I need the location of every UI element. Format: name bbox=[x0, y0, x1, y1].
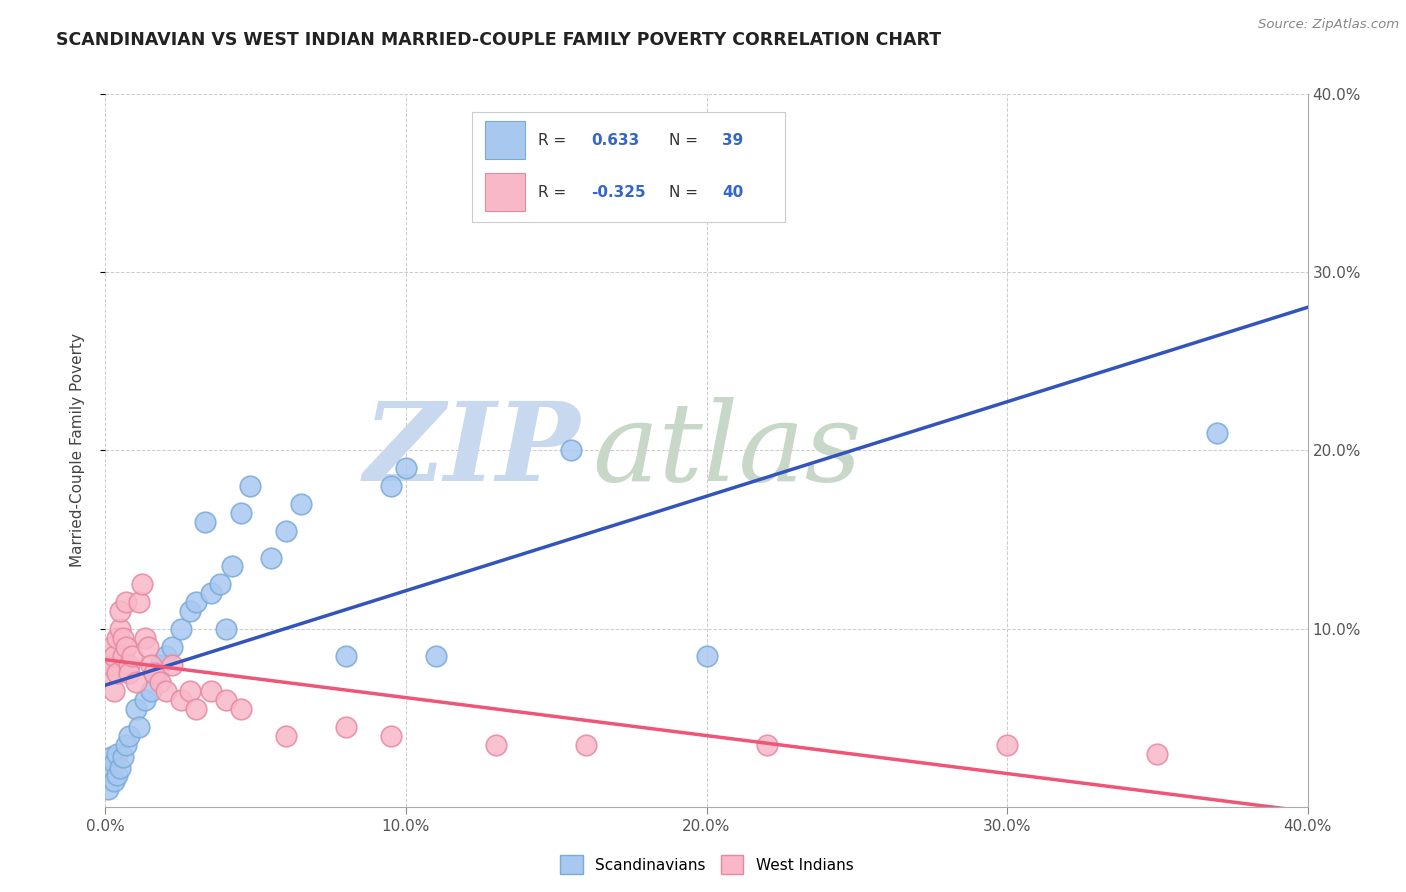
West Indians bbox=[128, 595, 150, 609]
Scandinavians bbox=[200, 586, 222, 600]
Scandinavians bbox=[560, 443, 582, 458]
Scandinavians bbox=[97, 782, 120, 797]
West Indians bbox=[134, 631, 156, 645]
West Indians bbox=[115, 640, 138, 654]
Scandinavians bbox=[107, 768, 129, 782]
West Indians bbox=[118, 666, 141, 681]
Y-axis label: Married-Couple Family Poverty: Married-Couple Family Poverty bbox=[70, 334, 84, 567]
Scandinavians bbox=[100, 750, 122, 764]
Text: SCANDINAVIAN VS WEST INDIAN MARRIED-COUPLE FAMILY POVERTY CORRELATION CHART: SCANDINAVIAN VS WEST INDIAN MARRIED-COUP… bbox=[56, 31, 942, 49]
West Indians bbox=[100, 640, 122, 654]
Scandinavians bbox=[274, 524, 297, 538]
Scandinavians bbox=[148, 657, 170, 672]
West Indians bbox=[110, 622, 132, 636]
Scandinavians bbox=[128, 720, 150, 734]
Scandinavians bbox=[208, 577, 231, 591]
Scandinavians bbox=[124, 702, 146, 716]
West Indians bbox=[142, 666, 165, 681]
West Indians bbox=[107, 631, 129, 645]
West Indians bbox=[107, 666, 129, 681]
Scandinavians bbox=[221, 559, 243, 574]
West Indians bbox=[103, 648, 125, 663]
West Indians bbox=[179, 684, 201, 698]
West Indians bbox=[118, 657, 141, 672]
Scandinavians bbox=[107, 747, 129, 761]
Scandinavians bbox=[194, 515, 217, 529]
West Indians bbox=[155, 684, 177, 698]
West Indians bbox=[485, 738, 508, 752]
West Indians bbox=[575, 738, 598, 752]
Scandinavians bbox=[145, 666, 167, 681]
Legend: Scandinavians, West Indians: Scandinavians, West Indians bbox=[553, 847, 860, 881]
West Indians bbox=[100, 657, 122, 672]
Scandinavians bbox=[260, 550, 283, 565]
West Indians bbox=[121, 648, 143, 663]
Scandinavians bbox=[118, 729, 141, 743]
West Indians bbox=[131, 577, 153, 591]
Scandinavians bbox=[139, 684, 162, 698]
West Indians bbox=[148, 675, 170, 690]
Scandinavians bbox=[112, 750, 135, 764]
West Indians bbox=[115, 595, 138, 609]
West Indians bbox=[229, 702, 252, 716]
Text: ZIP: ZIP bbox=[364, 397, 581, 504]
Scandinavians bbox=[229, 506, 252, 520]
Scandinavians bbox=[290, 497, 312, 511]
Text: atlas: atlas bbox=[592, 397, 862, 504]
Scandinavians bbox=[1206, 425, 1229, 440]
Scandinavians bbox=[100, 764, 122, 779]
West Indians bbox=[124, 675, 146, 690]
Scandinavians bbox=[155, 648, 177, 663]
Scandinavians bbox=[335, 648, 357, 663]
Scandinavians bbox=[425, 648, 447, 663]
Scandinavians bbox=[696, 648, 718, 663]
West Indians bbox=[380, 729, 402, 743]
West Indians bbox=[160, 657, 183, 672]
West Indians bbox=[214, 693, 236, 707]
West Indians bbox=[97, 666, 120, 681]
Scandinavians bbox=[395, 461, 418, 475]
West Indians bbox=[169, 693, 191, 707]
Scandinavians bbox=[169, 622, 191, 636]
West Indians bbox=[274, 729, 297, 743]
West Indians bbox=[136, 640, 159, 654]
West Indians bbox=[335, 720, 357, 734]
West Indians bbox=[110, 604, 132, 618]
Scandinavians bbox=[160, 640, 183, 654]
West Indians bbox=[112, 648, 135, 663]
West Indians bbox=[755, 738, 778, 752]
Scandinavians bbox=[110, 761, 132, 775]
Scandinavians bbox=[380, 479, 402, 493]
Scandinavians bbox=[184, 595, 207, 609]
West Indians bbox=[184, 702, 207, 716]
West Indians bbox=[1146, 747, 1168, 761]
West Indians bbox=[200, 684, 222, 698]
Scandinavians bbox=[103, 756, 125, 770]
West Indians bbox=[995, 738, 1018, 752]
Scandinavians bbox=[214, 622, 236, 636]
Scandinavians bbox=[239, 479, 262, 493]
Scandinavians bbox=[103, 773, 125, 788]
Text: Source: ZipAtlas.com: Source: ZipAtlas.com bbox=[1258, 18, 1399, 31]
Scandinavians bbox=[115, 738, 138, 752]
West Indians bbox=[139, 657, 162, 672]
Scandinavians bbox=[179, 604, 201, 618]
West Indians bbox=[112, 631, 135, 645]
Scandinavians bbox=[134, 693, 156, 707]
West Indians bbox=[103, 684, 125, 698]
